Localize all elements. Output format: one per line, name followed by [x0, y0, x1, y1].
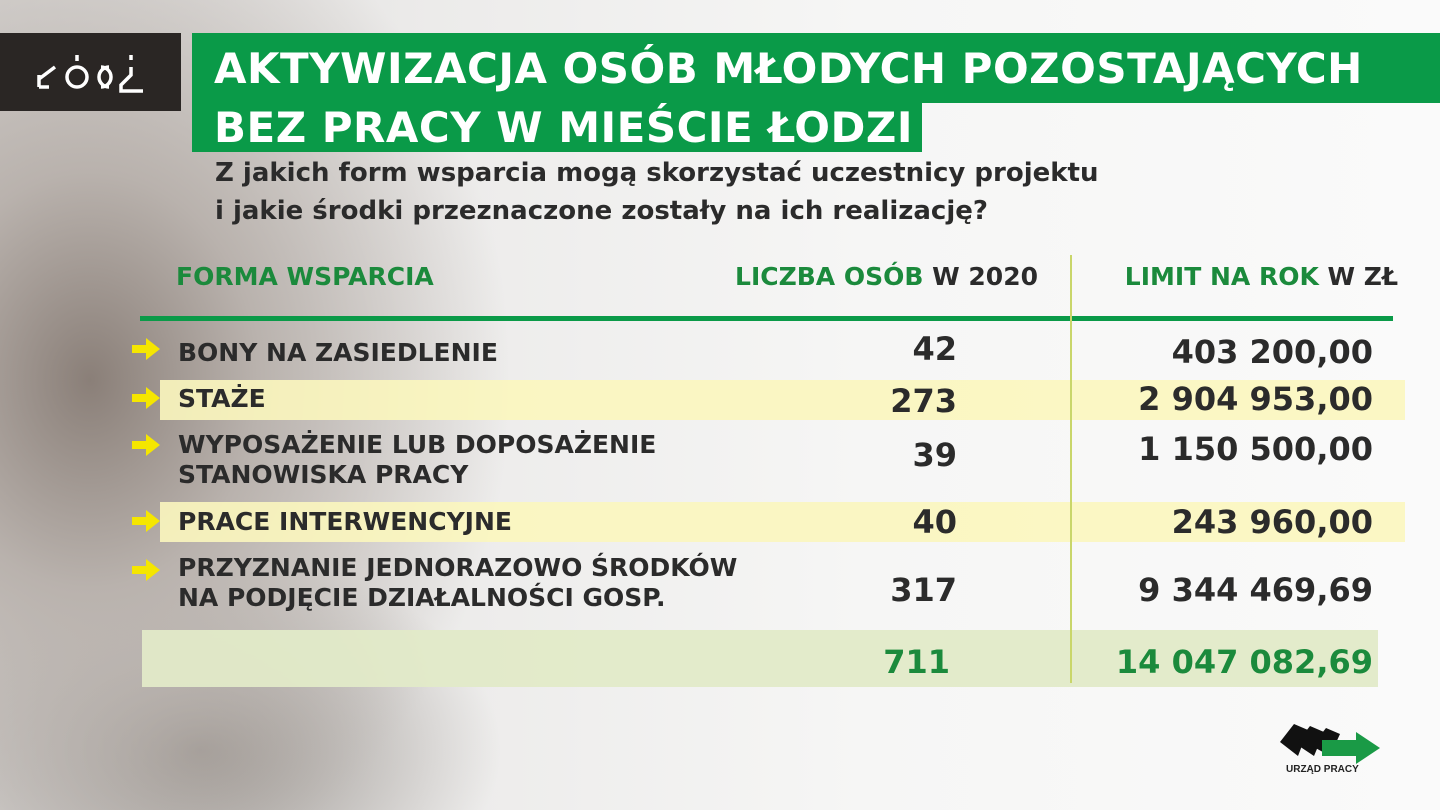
row-limit: 9 344 469,69 — [1138, 571, 1373, 609]
row-count: 42 — [912, 330, 957, 368]
row-highlight — [160, 380, 1405, 420]
subtitle-line-1: Z jakich form wsparcia mogą skorzystać u… — [215, 158, 1099, 188]
row-limit: 1 150 500,00 — [1138, 430, 1373, 468]
urzad-pracy-logo — [1280, 724, 1380, 764]
row-label: STAŻE — [178, 384, 266, 413]
row-limit: 403 200,00 — [1171, 333, 1373, 371]
header-limit: LIMIT NA ROK W ZŁ — [1125, 262, 1398, 291]
header-count-year: W 2020 — [923, 262, 1038, 291]
row-limit: 243 960,00 — [1171, 503, 1373, 541]
row-label-2: NA PODJĘCIE DZIAŁALNOŚCI GOSP. — [178, 583, 666, 612]
header-count: LICZBA OSÓB W 2020 — [735, 262, 1038, 291]
arrow-icon — [132, 338, 160, 360]
row-label: BONY NA ZASIEDLENIE — [178, 338, 498, 367]
urzad-pracy-label: URZĄD PRACY — [1286, 764, 1359, 775]
arrow-icon — [132, 387, 160, 409]
header-count-main: LICZBA OSÓB — [735, 262, 924, 291]
row-label: PRZYZNANIE JEDNORAZOWO ŚRODKÓW — [178, 553, 738, 582]
header-limit-main: LIMIT NA ROK — [1124, 262, 1319, 291]
title-line-2: BEZ PRACY W MIEŚCIE ŁODZI — [192, 102, 922, 152]
title-line-1: AKTYWIZACJA OSÓB MŁODYCH POZOSTAJĄCYCH — [192, 33, 1440, 103]
row-label-2: STANOWISKA PRACY — [178, 460, 469, 489]
total-row — [142, 630, 1378, 687]
row-count: 273 — [890, 382, 957, 420]
arrow-icon — [132, 510, 160, 532]
lodz-logo — [0, 33, 181, 111]
row-count: 317 — [890, 571, 957, 609]
row-count: 39 — [912, 436, 957, 474]
row-limit: 2 904 953,00 — [1138, 380, 1373, 418]
arrow-icon — [132, 434, 160, 456]
arrow-icon — [132, 559, 160, 581]
row-label: PRACE INTERWENCYJNE — [178, 507, 512, 536]
header-divider — [140, 316, 1393, 321]
header-form: FORMA WSPARCIA — [176, 262, 434, 291]
total-limit: 14 047 082,69 — [1115, 643, 1373, 681]
subtitle-line-2: i jakie środki przeznaczone zostały na i… — [215, 196, 988, 226]
column-divider — [1070, 255, 1072, 683]
total-count: 711 — [883, 643, 950, 681]
row-highlight — [160, 502, 1405, 542]
row-label: WYPOSAŻENIE LUB DOPOSAŻENIE — [178, 430, 657, 459]
header-limit-unit: W ZŁ — [1318, 262, 1398, 291]
row-count: 40 — [912, 503, 957, 541]
